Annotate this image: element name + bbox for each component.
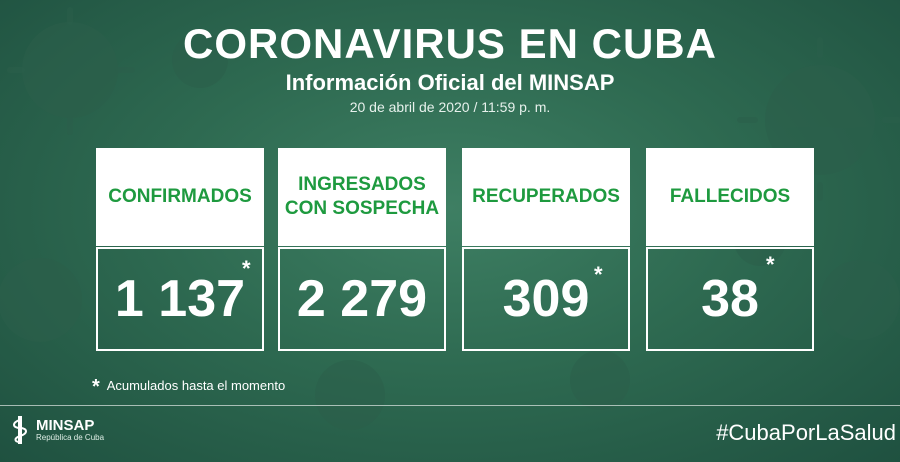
virus-icon [820,260,900,340]
card-label: FALLECIDOS [646,148,814,246]
virus-icon [22,22,118,118]
footnote-text: Acumulados hasta el momento [106,378,286,393]
page-title: CORONAVIRUS EN CUBA [183,20,717,67]
footnote: * Acumulados hasta el momento [92,376,285,399]
virus-icon [172,32,228,88]
virus-icon [765,65,875,175]
asterisk-mark: * [594,262,603,287]
card-value: 1 137 [96,247,264,351]
minsap-logo: MINSAP República de Cuba [10,414,104,446]
card-label-line1: CONFIRMADOS [108,186,252,207]
card-label-line2: CON SOSPECHA [284,198,440,219]
logo-subtitle: República de Cuba [36,433,105,442]
card-label: CONFIRMADOS [96,148,264,246]
card-fallecidos: FALLECIDOS 38 * [646,148,814,351]
card-value: 309 [462,247,630,351]
footer-divider [0,405,900,406]
virus-icon [570,350,630,410]
page-subtitle: Información Oficial del MINSAP [285,70,615,95]
report-date: 20 de abril de 2020 / 11:59 p. m. [349,99,551,115]
card-label: RECUPERADOS [462,148,630,246]
minsap-emblem-icon [13,416,27,444]
card-recuperados: RECUPERADOS 309 * [462,148,630,351]
card-label: INGRESADOS CON SOSPECHA [278,148,446,246]
asterisk-mark: * [766,252,775,277]
virus-icon [0,258,82,342]
card-confirmados: CONFIRMADOS 1 137 * [96,148,264,351]
card-value: 2 279 [278,247,446,351]
card-label-line1: FALLECIDOS [669,186,791,207]
virus-icon [315,360,385,430]
asterisk-mark: * [242,256,251,281]
logo-name: MINSAP [36,417,95,434]
card-value: 38 [646,247,814,351]
footnote-asterisk: * [92,376,100,398]
hashtag: #CubaPorLaSalud [716,420,896,445]
card-label-line1: RECUPERADOS [472,186,620,207]
card-ingresados: INGRESADOS CON SOSPECHA 2 279 [278,148,446,351]
card-label-line1: INGRESADOS [298,174,426,195]
